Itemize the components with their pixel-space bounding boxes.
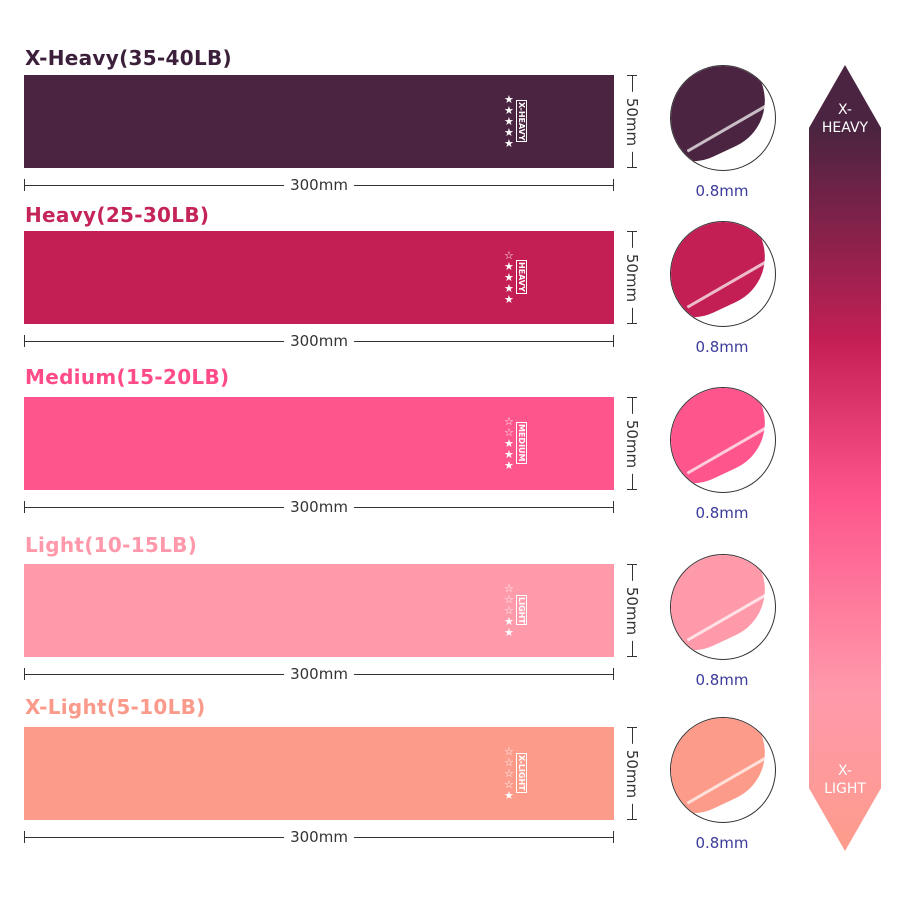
width-label: 50mm [623, 413, 641, 474]
star-filled-icon: ★ [504, 292, 514, 306]
star-empty-icon: ☆ [504, 777, 514, 791]
star-empty-icon: ☆ [504, 755, 514, 769]
star-filled-icon: ★ [504, 614, 514, 628]
band-title: Light(10-15LB) [25, 533, 198, 557]
thickness-closeup [670, 387, 776, 493]
length-dimension: 300mm [24, 665, 614, 683]
band-swatch: ★ ★ ★ ★ ★ X-HEAVY [24, 75, 614, 168]
scale-top-line1: X- [838, 102, 852, 118]
width-dimension: 50mm [623, 564, 641, 657]
band-title: Heavy(25-30LB) [25, 203, 210, 227]
length-dimension: 300mm [24, 332, 614, 350]
band-title: X-Light(5-10LB) [25, 695, 206, 719]
star-filled-icon: ★ [504, 281, 514, 295]
thickness-label: 0.8mm [695, 504, 749, 522]
thickness-closeup [670, 717, 776, 823]
star-filled-icon: ★ [504, 625, 514, 639]
width-label: 50mm [623, 91, 641, 152]
star-filled-icon: ★ [504, 114, 514, 128]
width-label: 50mm [623, 743, 641, 804]
scale-top-line2: HEAVY [821, 120, 869, 136]
thickness-closeup [670, 554, 776, 660]
band-swatch: ★ ☆ ☆ ☆ ☆ X-LIGHT [24, 727, 614, 820]
scale-bottom-line2: LIGHT [824, 781, 866, 797]
thickness-label: 0.8mm [695, 671, 749, 689]
length-label: 300mm [284, 828, 354, 846]
length-label: 300mm [284, 665, 354, 683]
band-tag: X-HEAVY [515, 99, 527, 143]
star-empty-icon: ☆ [504, 766, 514, 780]
star-filled-icon: ★ [504, 447, 514, 461]
star-empty-icon: ☆ [504, 744, 514, 758]
length-label: 300mm [284, 332, 354, 350]
scale-bottom-label: X- LIGHT [809, 762, 881, 798]
star-filled-icon: ★ [504, 125, 514, 139]
band-label: ★ ★ ★ ★ ☆ HEAVY [504, 249, 527, 305]
thickness-label: 0.8mm [695, 182, 749, 200]
band-swatch: ★ ★ ★ ☆ ☆ MEDIUM [24, 397, 614, 490]
width-dimension: 50mm [623, 75, 641, 168]
width-dimension: 50mm [623, 727, 641, 820]
band-label: ★ ★ ★ ★ ★ X-HEAVY [504, 93, 527, 149]
band-swatch: ★ ★ ☆ ☆ ☆ LIGHT [24, 564, 614, 657]
band-title: X-Heavy(35-40LB) [25, 46, 232, 70]
band-swatch: ★ ★ ★ ★ ☆ HEAVY [24, 231, 614, 324]
star-filled-icon: ★ [504, 270, 514, 284]
band-label: ★ ☆ ☆ ☆ ☆ X-LIGHT [504, 745, 527, 801]
length-dimension: 300mm [24, 176, 614, 194]
length-dimension: 300mm [24, 828, 614, 846]
star-empty-icon: ☆ [504, 414, 514, 428]
width-dimension: 50mm [623, 397, 641, 490]
band-title: Medium(15-20LB) [25, 365, 230, 389]
band-label: ★ ★ ★ ☆ ☆ MEDIUM [504, 415, 527, 471]
star-rating: ★ ★ ★ ☆ ☆ [504, 416, 514, 471]
width-label: 50mm [623, 580, 641, 641]
star-empty-icon: ☆ [504, 425, 514, 439]
star-empty-icon: ☆ [504, 248, 514, 262]
band-label: ★ ★ ☆ ☆ ☆ LIGHT [504, 582, 527, 638]
star-empty-icon: ☆ [504, 581, 514, 595]
star-filled-icon: ★ [504, 788, 514, 802]
length-label: 300mm [284, 498, 354, 516]
length-dimension: 300mm [24, 498, 614, 516]
width-label: 50mm [623, 247, 641, 308]
thickness-label: 0.8mm [695, 834, 749, 852]
scale-bottom-line1: X- [838, 763, 852, 779]
width-dimension: 50mm [623, 231, 641, 324]
star-empty-icon: ☆ [504, 603, 514, 617]
band-tag: X-LIGHT [515, 753, 527, 793]
star-filled-icon: ★ [504, 458, 514, 472]
resistance-scale-arrow: X- HEAVY X- LIGHT [809, 65, 881, 851]
star-filled-icon: ★ [504, 259, 514, 273]
star-filled-icon: ★ [504, 92, 514, 106]
star-filled-icon: ★ [504, 103, 514, 117]
band-tag: HEAVY [515, 260, 527, 294]
star-rating: ★ ★ ★ ★ ★ [504, 94, 514, 149]
star-rating: ★ ★ ☆ ☆ ☆ [504, 583, 514, 638]
star-filled-icon: ★ [504, 136, 514, 150]
star-rating: ★ ★ ★ ★ ☆ [504, 250, 514, 305]
scale-top-label: X- HEAVY [809, 101, 881, 137]
length-label: 300mm [284, 176, 354, 194]
star-filled-icon: ★ [504, 436, 514, 450]
star-rating: ★ ☆ ☆ ☆ ☆ [504, 746, 514, 801]
thickness-label: 0.8mm [695, 338, 749, 356]
star-empty-icon: ☆ [504, 592, 514, 606]
thickness-closeup [670, 65, 776, 171]
thickness-closeup [670, 221, 776, 327]
band-tag: MEDIUM [515, 422, 527, 464]
band-tag: LIGHT [515, 594, 527, 626]
